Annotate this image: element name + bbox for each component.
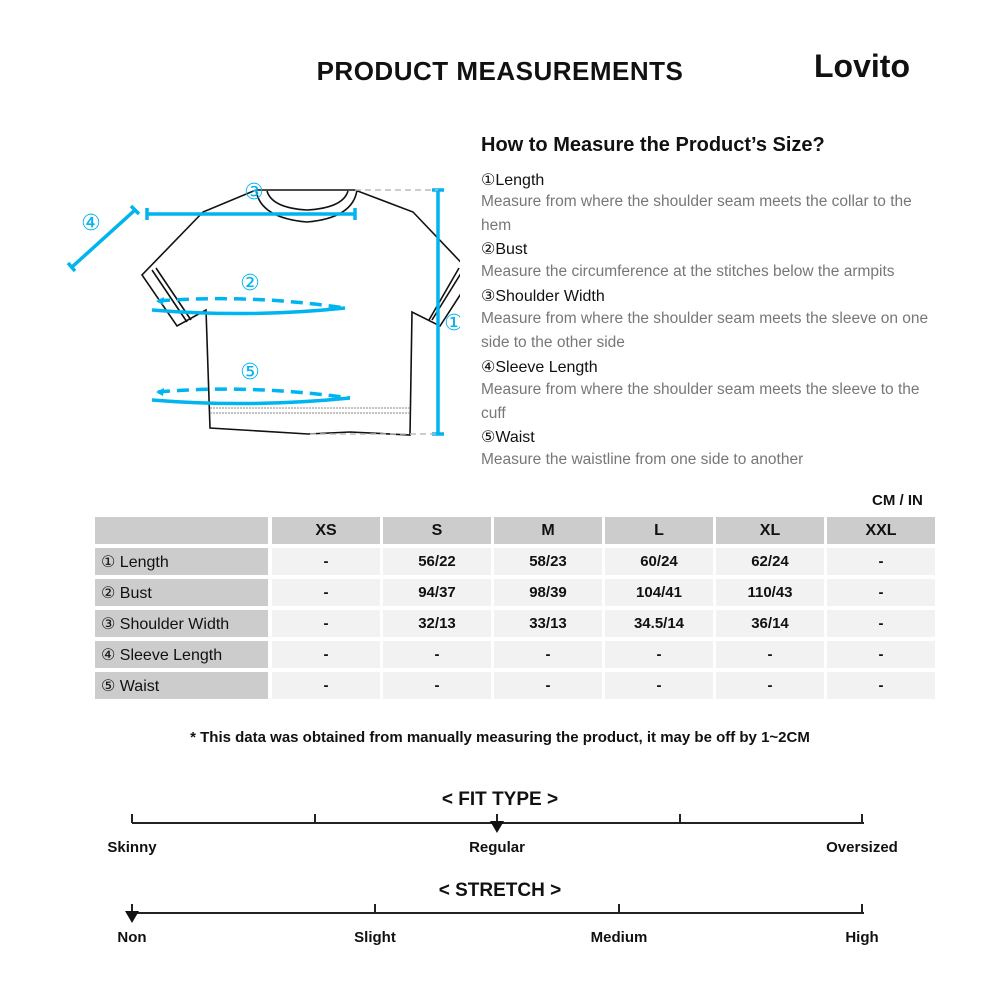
row-label: ① Length [95,548,268,575]
table-cell: - [494,641,602,668]
guide-item-title: ⑤Waist [481,429,535,446]
guide-item-title: ②Bust [481,241,528,258]
marker-length: ① [444,311,460,336]
stretch-title: < STRETCH > [438,880,562,901]
guide-item-title: ③Shoulder Width [481,288,605,305]
table-cell: - [383,672,491,699]
row-label: ④ Sleeve Length [95,641,268,668]
table-cell: - [827,641,935,668]
fit-tick [314,814,316,823]
marker-sleeve: ④ [81,211,101,236]
guide-item-description: Measure the circumference at the stitche… [481,263,895,280]
size-header: M [494,517,602,544]
guide-item-description: Measure from where the shoulder seam mee… [481,310,929,351]
table-cell: 62/24 [716,548,824,575]
fit-label: Regular [469,839,525,856]
size-header: XXL [827,517,935,544]
size-header: S [383,517,491,544]
table-cell: 110/43 [716,579,824,606]
marker-waist: ⑤ [240,360,260,385]
table-cell: 34.5/14 [605,610,713,637]
stretch-label: Medium [590,929,648,946]
table-cell: 58/23 [494,548,602,575]
table-cell: - [272,548,380,575]
table-cell: - [827,672,935,699]
fit-tick [131,814,133,823]
fit-tick [496,814,498,823]
row-label: ③ Shoulder Width [95,610,268,637]
table-cell: - [272,672,380,699]
table-cell: - [272,610,380,637]
guide-item-title: ④Sleeve Length [481,359,598,376]
stretch-label: Slight [354,929,396,946]
tshirt-diagram: ① ② ③ ④ ⑤ [66,180,460,436]
page-title: PRODUCT MEASUREMENTS [316,56,684,86]
row-label: ⑤ Waist [95,672,268,699]
stretch-label: High [845,929,879,946]
table-cell: - [605,672,713,699]
table-cell: - [383,641,491,668]
guide-heading: How to Measure the Product’s Size? [481,134,825,156]
stretch-tick [618,904,620,913]
guide-item-description: Measure from where the shoulder seam mee… [481,381,920,422]
table-cell: 98/39 [494,579,602,606]
table-cell: - [827,548,935,575]
stretch-indicator [125,911,139,923]
stretch-tick [374,904,376,913]
fit-label: Oversized [826,839,898,856]
size-header: XS [272,517,380,544]
table-cell: - [827,579,935,606]
guide-item-description: Measure the waistline from one side to a… [481,451,804,468]
table-cell: 56/22 [383,548,491,575]
fit-type-title: < FIT TYPE > [441,789,559,810]
table-cell: - [827,610,935,637]
table-cell: - [272,641,380,668]
marker-bust: ② [240,271,260,296]
fit-indicator [490,821,504,833]
table-cell: - [716,641,824,668]
table-cell: - [716,672,824,699]
stretch-line [132,912,864,914]
table-cell: - [272,579,380,606]
marker-shoulder: ③ [244,180,264,205]
table-cell: 33/13 [494,610,602,637]
table-cell: 32/13 [383,610,491,637]
guide-item-title: ①Length [481,172,545,189]
table-cell: 36/14 [716,610,824,637]
table-header-blank [95,517,268,544]
table-cell: - [605,641,713,668]
size-header: L [605,517,713,544]
table-cell: 94/37 [383,579,491,606]
fit-tick [861,814,863,823]
fit-tick [679,814,681,823]
stretch-label: Non [117,929,147,946]
guide-item-description: Measure from where the shoulder seam mee… [481,193,912,234]
stretch-tick [131,904,133,913]
units-label: CM / IN [872,492,923,509]
fit-label: Skinny [107,839,157,856]
brand-logo: Lovito [814,48,910,84]
measurement-note: * This data was obtained from manually m… [190,729,810,746]
table-cell: 60/24 [605,548,713,575]
row-label: ② Bust [95,579,268,606]
stretch-tick [861,904,863,913]
size-header: XL [716,517,824,544]
table-cell: - [494,672,602,699]
table-cell: 104/41 [605,579,713,606]
